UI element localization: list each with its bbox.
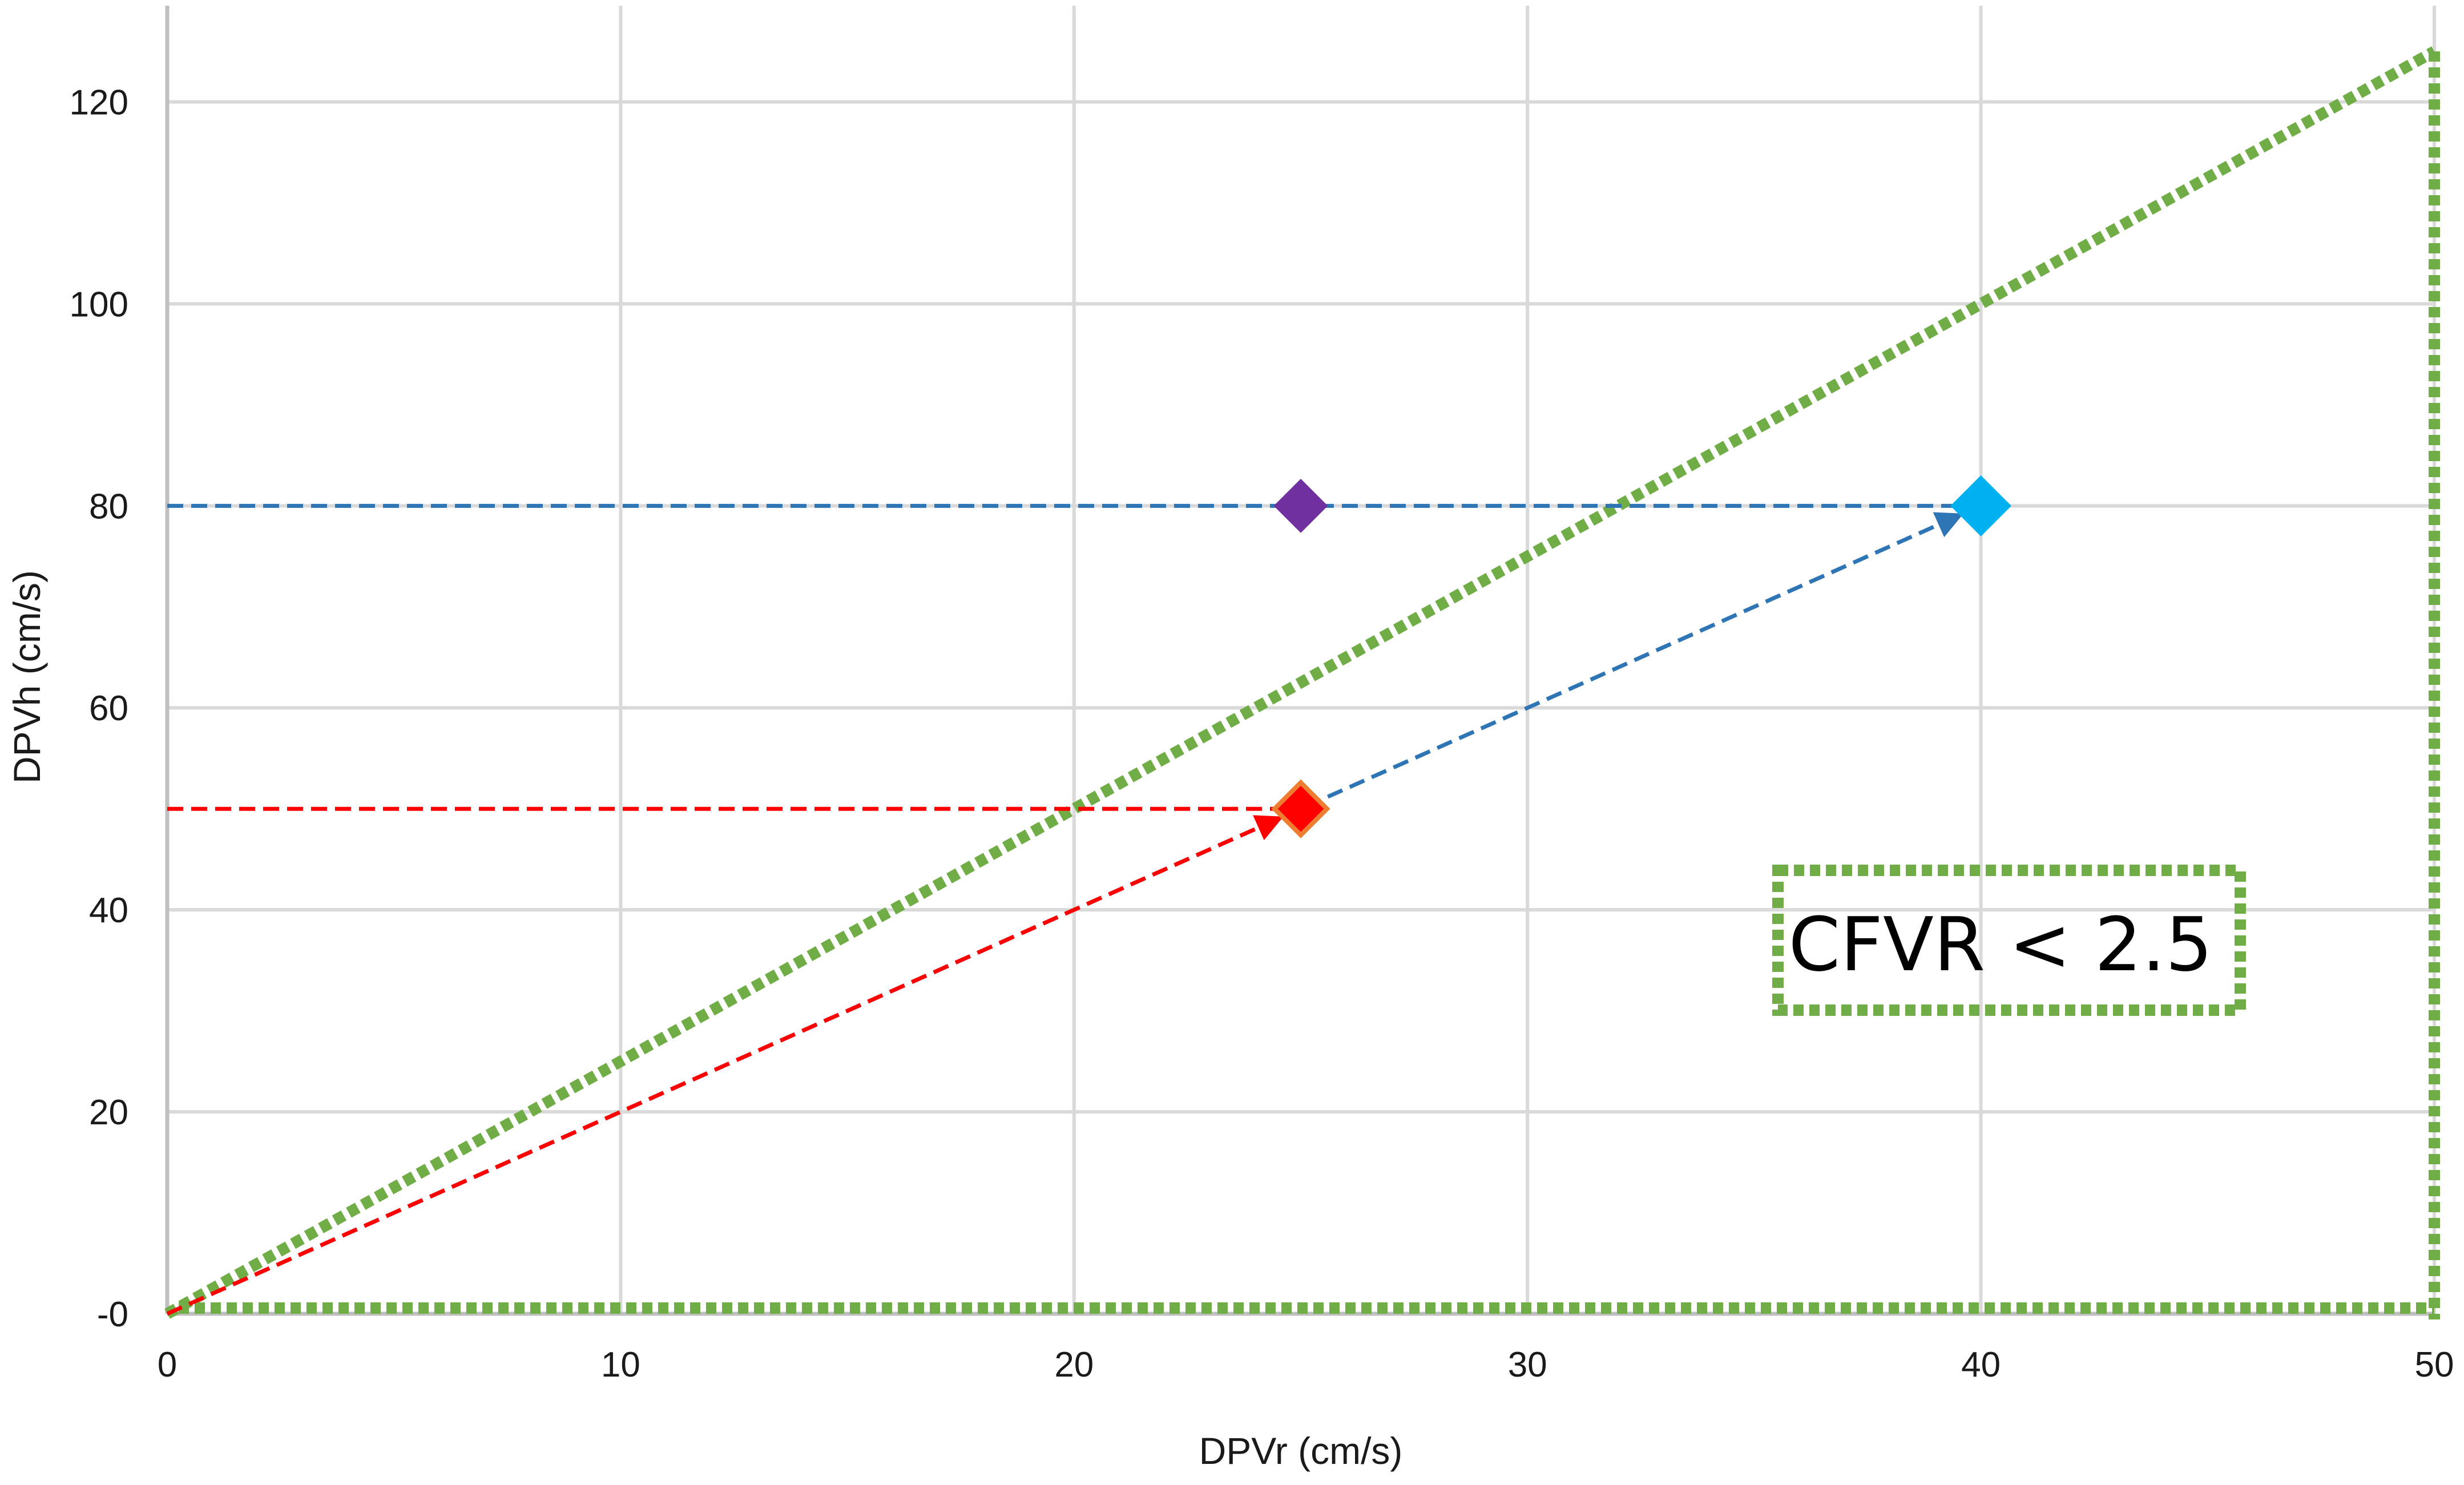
annotation-border xyxy=(1772,865,2246,1016)
x-tick-label: 10 xyxy=(601,1345,640,1385)
x-axis-title: DPVr (cm/s) xyxy=(1199,1430,1403,1472)
annotation-box: CFVR < 2.5 xyxy=(1772,865,2246,1016)
x-tick-label: 40 xyxy=(1961,1345,2001,1385)
cfvr-diagonal-line xyxy=(164,46,2437,1319)
x-tick-label: 20 xyxy=(1054,1345,1094,1385)
y-tick-label: 20 xyxy=(89,1093,128,1132)
x-tick-label: 50 xyxy=(2415,1345,2454,1385)
annotation-text: CFVR < 2.5 xyxy=(1788,901,2212,988)
cfvr-region xyxy=(164,46,2440,1319)
y-tick-label: 120 xyxy=(70,83,128,122)
diamond-marker xyxy=(1950,475,2012,536)
y-tick-label: 40 xyxy=(89,891,128,930)
grid xyxy=(167,6,2436,1314)
reference-lines xyxy=(166,503,1981,1316)
x-tick-label: 30 xyxy=(1508,1345,1547,1385)
x-tick-label: 0 xyxy=(158,1345,177,1385)
y-tick-label: 80 xyxy=(89,487,128,526)
tick-labels: 0 10 20 30 40 50 -0 20 40 60 80 100 120 xyxy=(70,83,2454,1385)
axes xyxy=(165,6,2434,1316)
diamond-marker xyxy=(1273,478,1328,533)
y-axis-title: DPVh (cm/s) xyxy=(6,570,48,784)
arrow-line xyxy=(166,815,1284,1316)
y-tick-label: 60 xyxy=(89,689,128,728)
y-tick-label: 100 xyxy=(70,285,128,324)
y-tick-label: -0 xyxy=(97,1295,128,1334)
data-points xyxy=(1271,475,2012,838)
diamond-marker xyxy=(1271,779,1330,838)
